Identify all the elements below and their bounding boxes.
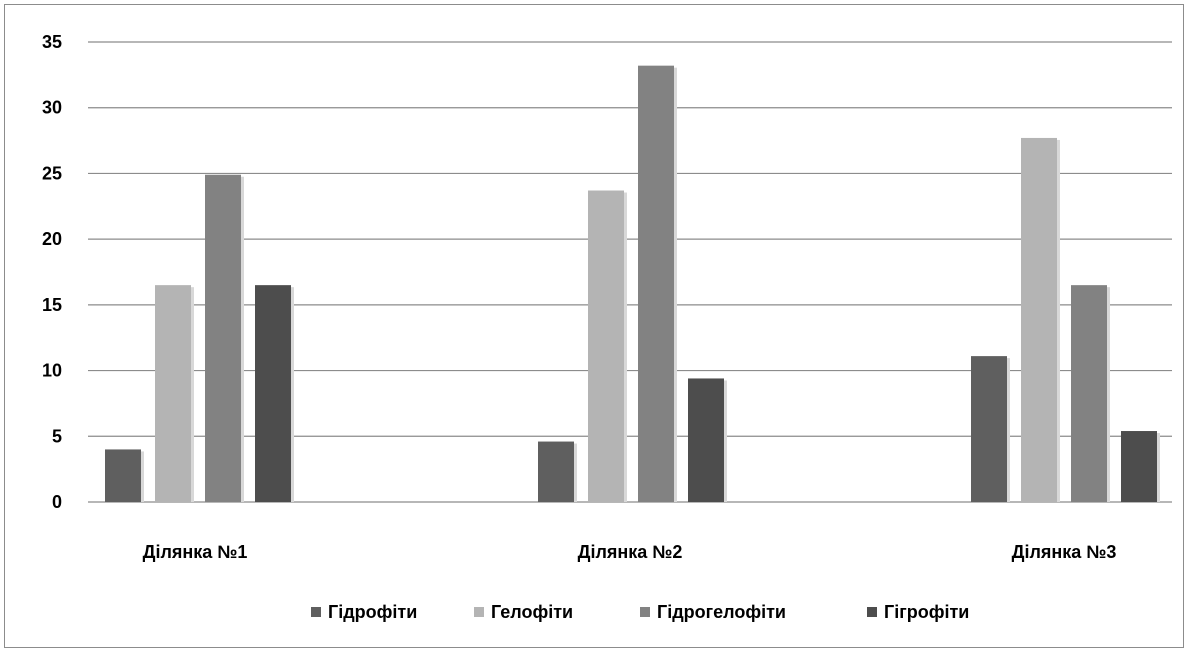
x-category-label: Ділянка №2	[578, 542, 683, 562]
y-tick-label: 25	[42, 163, 62, 183]
y-tick-label: 10	[42, 361, 62, 381]
y-tick-label: 30	[42, 98, 62, 118]
legend-swatch	[867, 607, 877, 617]
x-category-label: Ділянка №3	[1012, 542, 1117, 562]
bar	[1021, 137, 1057, 502]
y-tick-label: 15	[42, 295, 62, 315]
legend-label: Гідрофіти	[328, 602, 417, 622]
legend-label: Гігрофіти	[884, 602, 969, 622]
bar	[588, 190, 624, 502]
x-category-label: Ділянка №1	[143, 542, 248, 562]
legend-swatch	[640, 607, 650, 617]
bar	[1121, 431, 1157, 502]
bar	[638, 65, 674, 503]
bar	[255, 285, 291, 502]
bar	[105, 449, 141, 502]
bar	[971, 356, 1007, 502]
y-tick-label: 5	[52, 426, 62, 446]
bar	[205, 174, 241, 502]
legend-label: Гелофіти	[491, 602, 573, 622]
y-tick-label: 0	[52, 492, 62, 512]
legend-swatch	[311, 607, 321, 617]
bar	[1071, 285, 1107, 502]
y-tick-label: 20	[42, 229, 62, 249]
y-tick-label: 35	[42, 32, 62, 52]
legend-label: Гідрогелофіти	[657, 602, 786, 622]
bar	[155, 285, 191, 502]
legend-swatch	[474, 607, 484, 617]
bar	[538, 441, 574, 502]
bar	[688, 378, 724, 502]
